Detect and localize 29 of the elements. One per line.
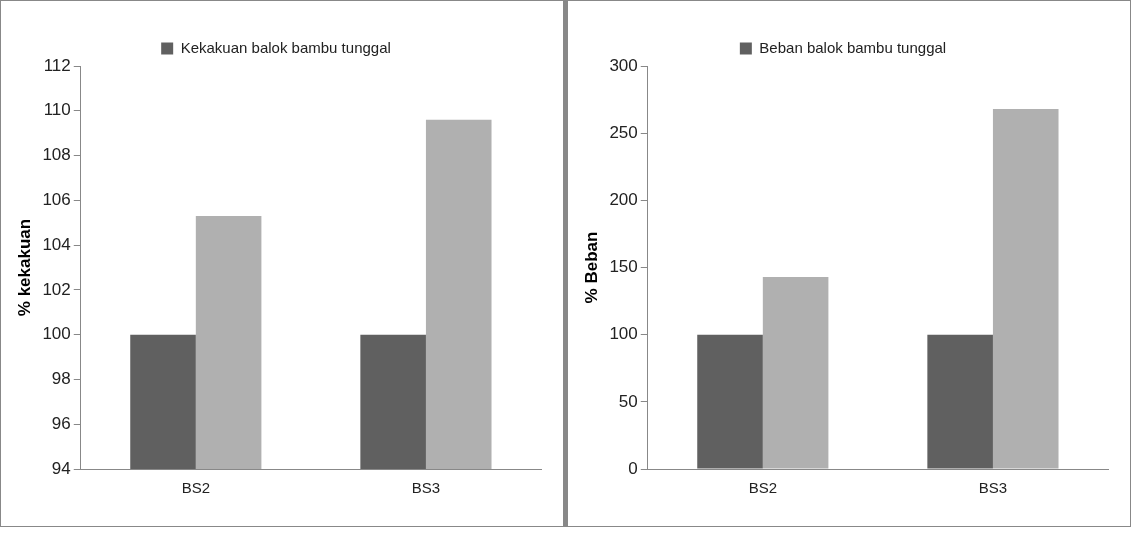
y-tick-label: 50 [618,391,638,411]
bar [992,108,1059,469]
x-tick-label: BS2 [181,479,210,497]
y-tick-label: 106 [42,190,71,210]
legend-label: Beban balok bambu tunggal [759,38,947,56]
y-tick-label: 200 [609,190,638,210]
bar [697,334,763,469]
bar [762,276,829,469]
y-axis-title: % kekakuan [14,218,34,317]
y-tick-label: 98 [51,369,71,389]
y-tick-label: 112 [43,55,71,75]
x-tick-label: BS3 [411,479,441,497]
bar [927,334,993,469]
y-tick-label: 150 [609,257,638,277]
y-axis-title: % Beban [581,231,601,304]
y-tick-label: 0 [628,458,638,478]
y-tick-label: 108 [42,145,71,165]
legend-label: Kekakuan balok bambu tunggal [180,38,391,56]
y-tick-label: 102 [42,279,71,299]
x-tick-label: BS2 [748,479,777,497]
x-tick-label: BS3 [978,479,1008,497]
y-tick-label: 250 [609,122,638,142]
y-tick-label: 110 [43,100,71,120]
y-tick-label: 94 [51,458,71,478]
y-tick-label: 300 [609,55,638,75]
y-tick-label: 100 [609,324,638,344]
y-tick-label: 100 [42,324,71,344]
y-tick-label: 96 [51,413,71,433]
y-tick-label: 104 [42,234,71,254]
